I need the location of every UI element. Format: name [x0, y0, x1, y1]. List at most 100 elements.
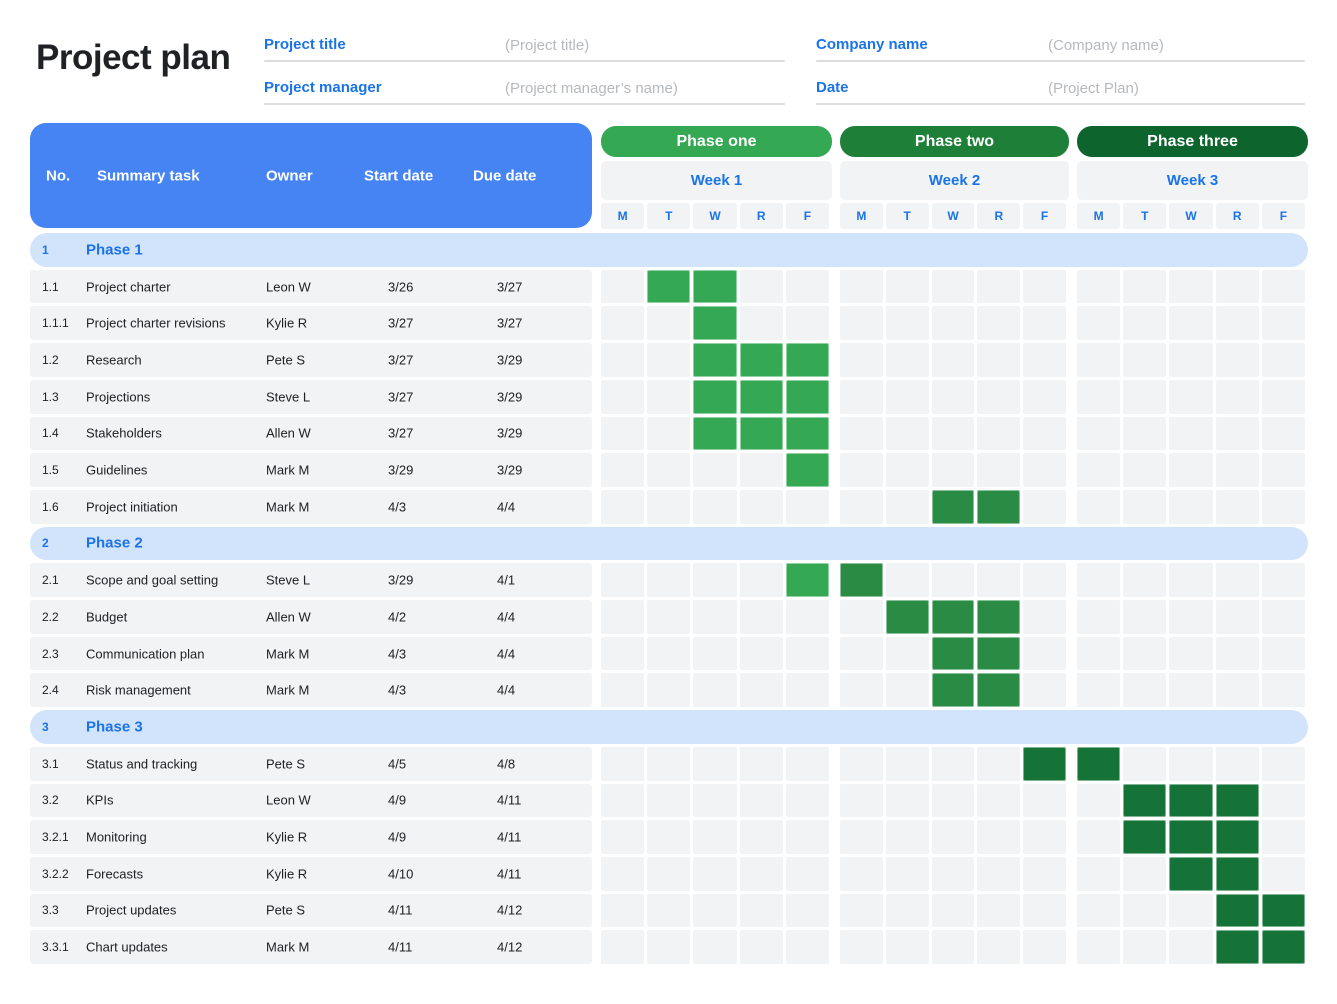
gantt-cell[interactable] — [1123, 489, 1167, 524]
gantt-cell[interactable] — [739, 673, 783, 708]
gantt-cell[interactable] — [1169, 453, 1213, 487]
gantt-cell[interactable] — [1215, 746, 1259, 781]
gantt-cell[interactable] — [739, 600, 783, 634]
gantt-cell[interactable] — [601, 820, 645, 854]
gantt-cell[interactable] — [601, 893, 645, 928]
gantt-cell[interactable] — [1077, 783, 1121, 818]
gantt-bar[interactable] — [840, 563, 883, 598]
gantt-cell[interactable] — [601, 343, 645, 377]
gantt-cell[interactable] — [1169, 379, 1213, 414]
gantt-cell[interactable] — [885, 343, 929, 377]
task-owner[interactable]: Kylie R — [266, 829, 308, 845]
gantt-cell[interactable] — [1261, 453, 1305, 487]
gantt-cell[interactable] — [840, 893, 883, 928]
task-start-date[interactable]: 3/27 — [388, 352, 414, 368]
gantt-cell[interactable] — [1215, 600, 1259, 634]
task-due-date[interactable]: 4/1 — [497, 572, 516, 588]
gantt-cell[interactable] — [785, 489, 829, 524]
gantt-cell[interactable] — [601, 489, 645, 524]
gantt-cell[interactable] — [1261, 269, 1305, 304]
gantt-bar[interactable] — [693, 416, 737, 451]
gantt-bar[interactable] — [977, 600, 1021, 634]
gantt-bar[interactable] — [977, 673, 1021, 708]
gantt-cell[interactable] — [1215, 673, 1259, 708]
gantt-cell[interactable] — [1023, 820, 1066, 854]
gantt-bar[interactable] — [1215, 820, 1259, 854]
task-number[interactable]: 2.2 — [42, 609, 59, 624]
gantt-bar[interactable] — [1215, 856, 1259, 891]
gantt-cell[interactable] — [1123, 856, 1167, 891]
gantt-cell[interactable] — [1169, 746, 1213, 781]
task-number[interactable]: 1.6 — [42, 499, 59, 514]
gantt-cell[interactable] — [1123, 636, 1167, 671]
task-due-date[interactable]: 4/12 — [497, 939, 523, 955]
gantt-cell[interactable] — [785, 600, 829, 634]
task-number[interactable]: 2.3 — [42, 646, 59, 661]
gantt-cell[interactable] — [647, 856, 691, 891]
gantt-bar[interactable] — [647, 269, 691, 304]
gantt-cell[interactable] — [693, 489, 737, 524]
gantt-cell[interactable] — [1215, 379, 1259, 414]
gantt-bar[interactable] — [785, 379, 829, 414]
gantt-cell[interactable] — [785, 636, 829, 671]
task-due-date[interactable]: 3/29 — [497, 425, 523, 441]
gantt-cell[interactable] — [840, 820, 883, 854]
gantt-cell[interactable] — [1261, 489, 1305, 524]
task-start-date[interactable]: 3/27 — [388, 315, 414, 331]
task-due-date[interactable]: 4/4 — [497, 499, 516, 515]
task-due-date[interactable]: 3/29 — [497, 389, 523, 405]
task-owner[interactable]: Steve L — [266, 572, 311, 588]
task-name[interactable]: Status and tracking — [86, 756, 198, 772]
gantt-cell[interactable] — [601, 783, 645, 818]
gantt-cell[interactable] — [885, 893, 929, 928]
task-start-date[interactable]: 4/3 — [388, 499, 407, 515]
gantt-cell[interactable] — [840, 636, 883, 671]
task-number[interactable]: 3.2 — [42, 793, 59, 808]
project-manager-input[interactable]: (Project manager’s name) — [505, 80, 678, 97]
gantt-cell[interactable] — [1023, 489, 1066, 524]
gantt-bar[interactable] — [739, 416, 783, 451]
gantt-cell[interactable] — [1215, 343, 1259, 377]
gantt-cell[interactable] — [1077, 673, 1121, 708]
gantt-cell[interactable] — [739, 930, 783, 965]
gantt-cell[interactable] — [1023, 856, 1066, 891]
task-start-date[interactable]: 4/10 — [388, 866, 414, 882]
gantt-cell[interactable] — [1215, 563, 1259, 598]
gantt-cell[interactable] — [931, 343, 975, 377]
gantt-cell[interactable] — [1023, 673, 1066, 708]
gantt-bar[interactable] — [1123, 820, 1167, 854]
gantt-cell[interactable] — [1123, 269, 1167, 304]
task-owner[interactable]: Steve L — [266, 389, 311, 405]
gantt-cell[interactable] — [693, 820, 737, 854]
task-number[interactable]: 3.2.2 — [42, 866, 69, 881]
gantt-cell[interactable] — [1215, 269, 1259, 304]
gantt-cell[interactable] — [1077, 269, 1121, 304]
task-number[interactable]: 3.3 — [42, 903, 59, 918]
gantt-cell[interactable] — [840, 416, 883, 451]
gantt-cell[interactable] — [785, 930, 829, 965]
gantt-cell[interactable] — [693, 600, 737, 634]
gantt-cell[interactable] — [601, 306, 645, 341]
gantt-cell[interactable] — [977, 746, 1021, 781]
gantt-cell[interactable] — [1261, 636, 1305, 671]
gantt-cell[interactable] — [1261, 673, 1305, 708]
gantt-cell[interactable] — [647, 343, 691, 377]
task-due-date[interactable]: 4/4 — [497, 609, 516, 625]
gantt-cell[interactable] — [931, 269, 975, 304]
gantt-cell[interactable] — [785, 820, 829, 854]
gantt-cell[interactable] — [931, 379, 975, 414]
gantt-cell[interactable] — [601, 600, 645, 634]
task-owner[interactable]: Mark M — [266, 646, 310, 662]
gantt-cell[interactable] — [785, 269, 829, 304]
task-owner[interactable]: Mark M — [266, 462, 310, 478]
gantt-cell[interactable] — [1123, 563, 1167, 598]
task-number[interactable]: 3.2.1 — [42, 830, 69, 845]
gantt-cell[interactable] — [931, 783, 975, 818]
gantt-cell[interactable] — [885, 746, 929, 781]
gantt-cell[interactable] — [1077, 453, 1121, 487]
task-start-date[interactable]: 3/27 — [388, 425, 414, 441]
task-owner[interactable]: Mark M — [266, 682, 310, 698]
gantt-cell[interactable] — [739, 453, 783, 487]
task-number[interactable]: 1.3 — [42, 389, 59, 404]
gantt-cell[interactable] — [739, 746, 783, 781]
